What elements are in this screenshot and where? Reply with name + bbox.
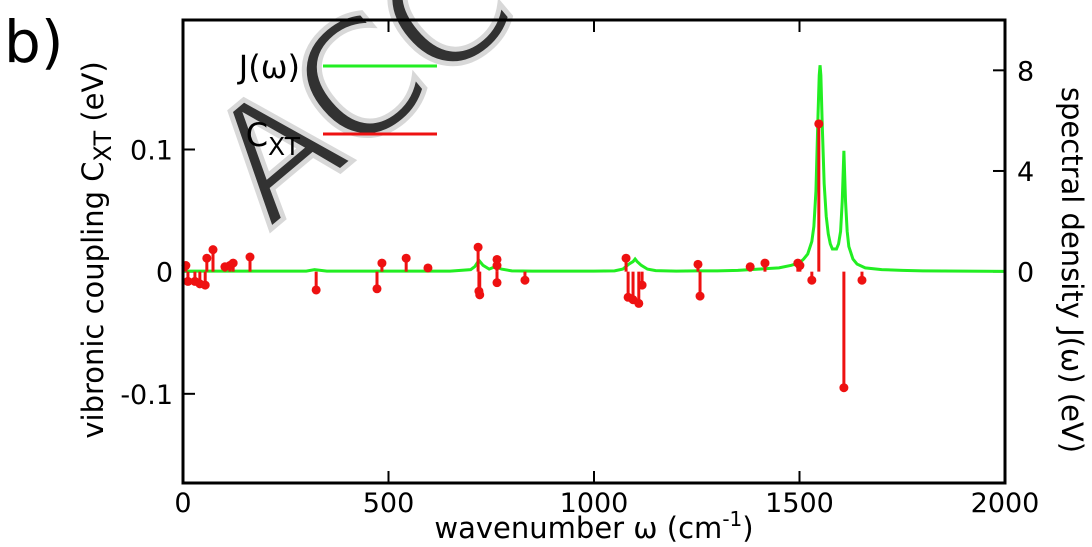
stem-marker bbox=[839, 383, 849, 393]
x-axis-label: wavenumber ω (cm-1) bbox=[434, 507, 753, 545]
stem-marker bbox=[492, 261, 502, 271]
stem-marker bbox=[183, 276, 193, 286]
stem-marker bbox=[423, 263, 433, 273]
legend-label-sub: XT bbox=[268, 132, 301, 161]
y-label-sub: XT bbox=[89, 131, 117, 162]
x-label-after: ) bbox=[742, 511, 753, 545]
stem-marker bbox=[693, 259, 703, 269]
stem-marker bbox=[377, 258, 387, 268]
y2-axis-label: spectral density J(ω) (eV) bbox=[1055, 87, 1089, 453]
stem-marker bbox=[857, 275, 867, 285]
stem-marker bbox=[372, 284, 382, 294]
stem-marker bbox=[745, 262, 755, 272]
stem-marker bbox=[637, 280, 647, 290]
stem-marker bbox=[228, 258, 238, 268]
y-axis-label: vibronic coupling CXT (eV) bbox=[76, 61, 117, 438]
y-label-after: (eV) bbox=[76, 61, 110, 131]
legend-label-text: J(ω) bbox=[237, 48, 300, 86]
stem-marker bbox=[621, 253, 631, 263]
x-tick-label: 2000 bbox=[971, 488, 1040, 519]
x-tick-label: 500 bbox=[363, 488, 415, 519]
stem-marker bbox=[473, 242, 483, 252]
legend-label-text: C bbox=[246, 116, 268, 154]
stem-marker bbox=[814, 119, 824, 129]
stem-marker bbox=[401, 253, 411, 263]
stem-marker bbox=[695, 291, 705, 301]
watermark: ACC bbox=[174, 0, 547, 259]
stem-marker bbox=[311, 285, 321, 295]
stem-marker bbox=[245, 252, 255, 262]
panel-label: b) bbox=[4, 8, 63, 76]
stem-marker bbox=[795, 261, 805, 271]
y2-tick-label: 0 bbox=[1017, 258, 1034, 289]
stem-marker bbox=[634, 298, 644, 308]
y-tick-label: 0.1 bbox=[130, 135, 173, 166]
stem-marker bbox=[475, 290, 485, 300]
stem-marker bbox=[208, 245, 218, 255]
stem-marker bbox=[807, 275, 817, 285]
x-tick-label: 0 bbox=[174, 488, 191, 519]
stem-marker bbox=[202, 253, 212, 263]
x-label-sup: -1 bbox=[722, 507, 742, 531]
x-label-text: wavenumber ω (cm bbox=[434, 511, 722, 545]
stem-marker bbox=[492, 278, 502, 288]
x-tick-label: 1000 bbox=[560, 488, 629, 519]
stem-marker bbox=[200, 280, 210, 290]
legend-label: CXT bbox=[246, 116, 301, 161]
y-tick-label: 0 bbox=[156, 258, 173, 289]
y2-tick-label: 4 bbox=[1017, 157, 1034, 188]
y-tick-label: -0.1 bbox=[120, 380, 173, 411]
y2-tick-label: 8 bbox=[1017, 56, 1034, 87]
stem-marker bbox=[520, 275, 530, 285]
stem-marker bbox=[760, 258, 770, 268]
x-tick-label: 1500 bbox=[765, 488, 834, 519]
y-label-text: vibronic coupling C bbox=[76, 162, 110, 439]
plot-frame bbox=[181, 18, 1007, 485]
legend-label: J(ω) bbox=[237, 48, 300, 86]
